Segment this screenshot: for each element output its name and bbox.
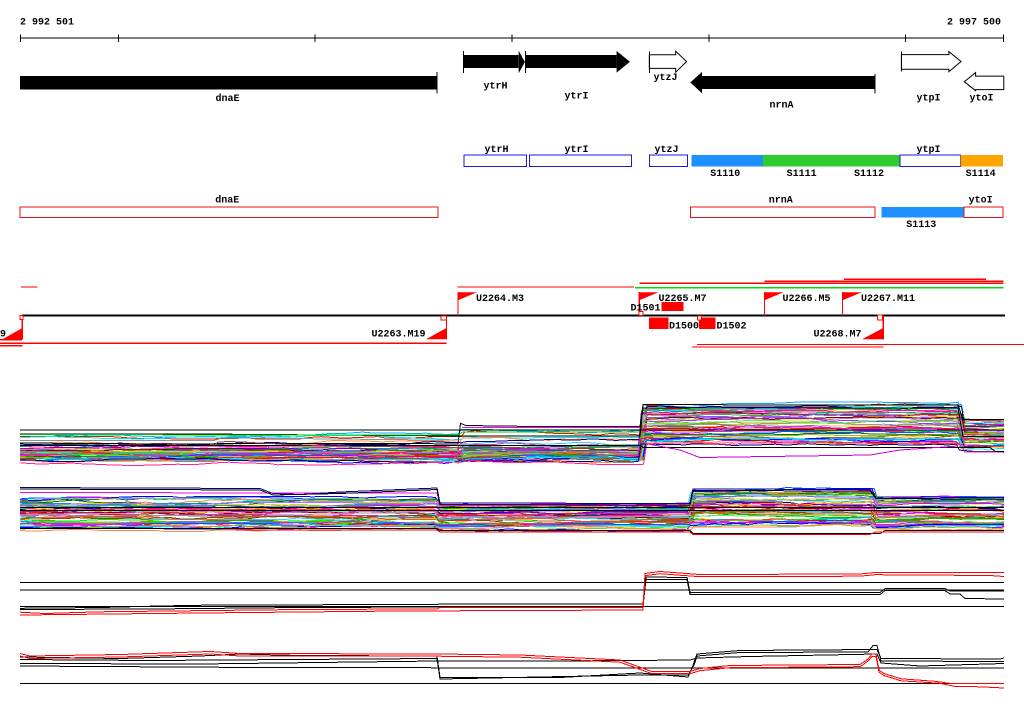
svg-text:U2268.M7: U2268.M7 xyxy=(813,329,861,340)
svg-text:ytoI: ytoI xyxy=(969,94,993,105)
svg-text:dnaE: dnaE xyxy=(215,93,239,105)
svg-text:ytrH: ytrH xyxy=(484,145,508,156)
svg-text:S1111: S1111 xyxy=(787,169,817,180)
svg-text:ytrH: ytrH xyxy=(483,82,507,93)
svg-text:D1500: D1500 xyxy=(669,322,699,333)
svg-text:U2265.M7: U2265.M7 xyxy=(659,294,707,305)
svg-text:2 997 500: 2 997 500 xyxy=(947,18,1001,29)
svg-text:ytrI: ytrI xyxy=(564,145,588,156)
svg-text:U2263.M19: U2263.M19 xyxy=(371,329,425,340)
svg-text:D1502: D1502 xyxy=(717,322,747,333)
svg-text:U2267.M11: U2267.M11 xyxy=(861,294,915,305)
svg-text:S1113: S1113 xyxy=(906,220,936,231)
svg-text:9: 9 xyxy=(0,329,6,340)
svg-text:S1110: S1110 xyxy=(710,169,740,180)
svg-text:D1501: D1501 xyxy=(630,304,660,315)
svg-text:ytpI: ytpI xyxy=(916,145,940,156)
svg-text:S1114: S1114 xyxy=(966,169,996,180)
svg-text:nrnA: nrnA xyxy=(769,101,793,112)
svg-text:U2266.M5: U2266.M5 xyxy=(783,294,831,305)
svg-text:ytzJ: ytzJ xyxy=(654,145,678,156)
svg-text:U2264.M3: U2264.M3 xyxy=(476,294,524,305)
svg-text:dnaE: dnaE xyxy=(215,195,239,207)
svg-text:ytpI: ytpI xyxy=(916,94,940,105)
svg-text:ytrI: ytrI xyxy=(564,92,588,103)
svg-text:ytzJ: ytzJ xyxy=(653,73,677,84)
svg-text:S1112: S1112 xyxy=(854,169,884,180)
svg-text:nrnA: nrnA xyxy=(769,196,793,207)
svg-text:ytoI: ytoI xyxy=(969,196,993,207)
svg-text:2 992 501: 2 992 501 xyxy=(20,18,74,29)
